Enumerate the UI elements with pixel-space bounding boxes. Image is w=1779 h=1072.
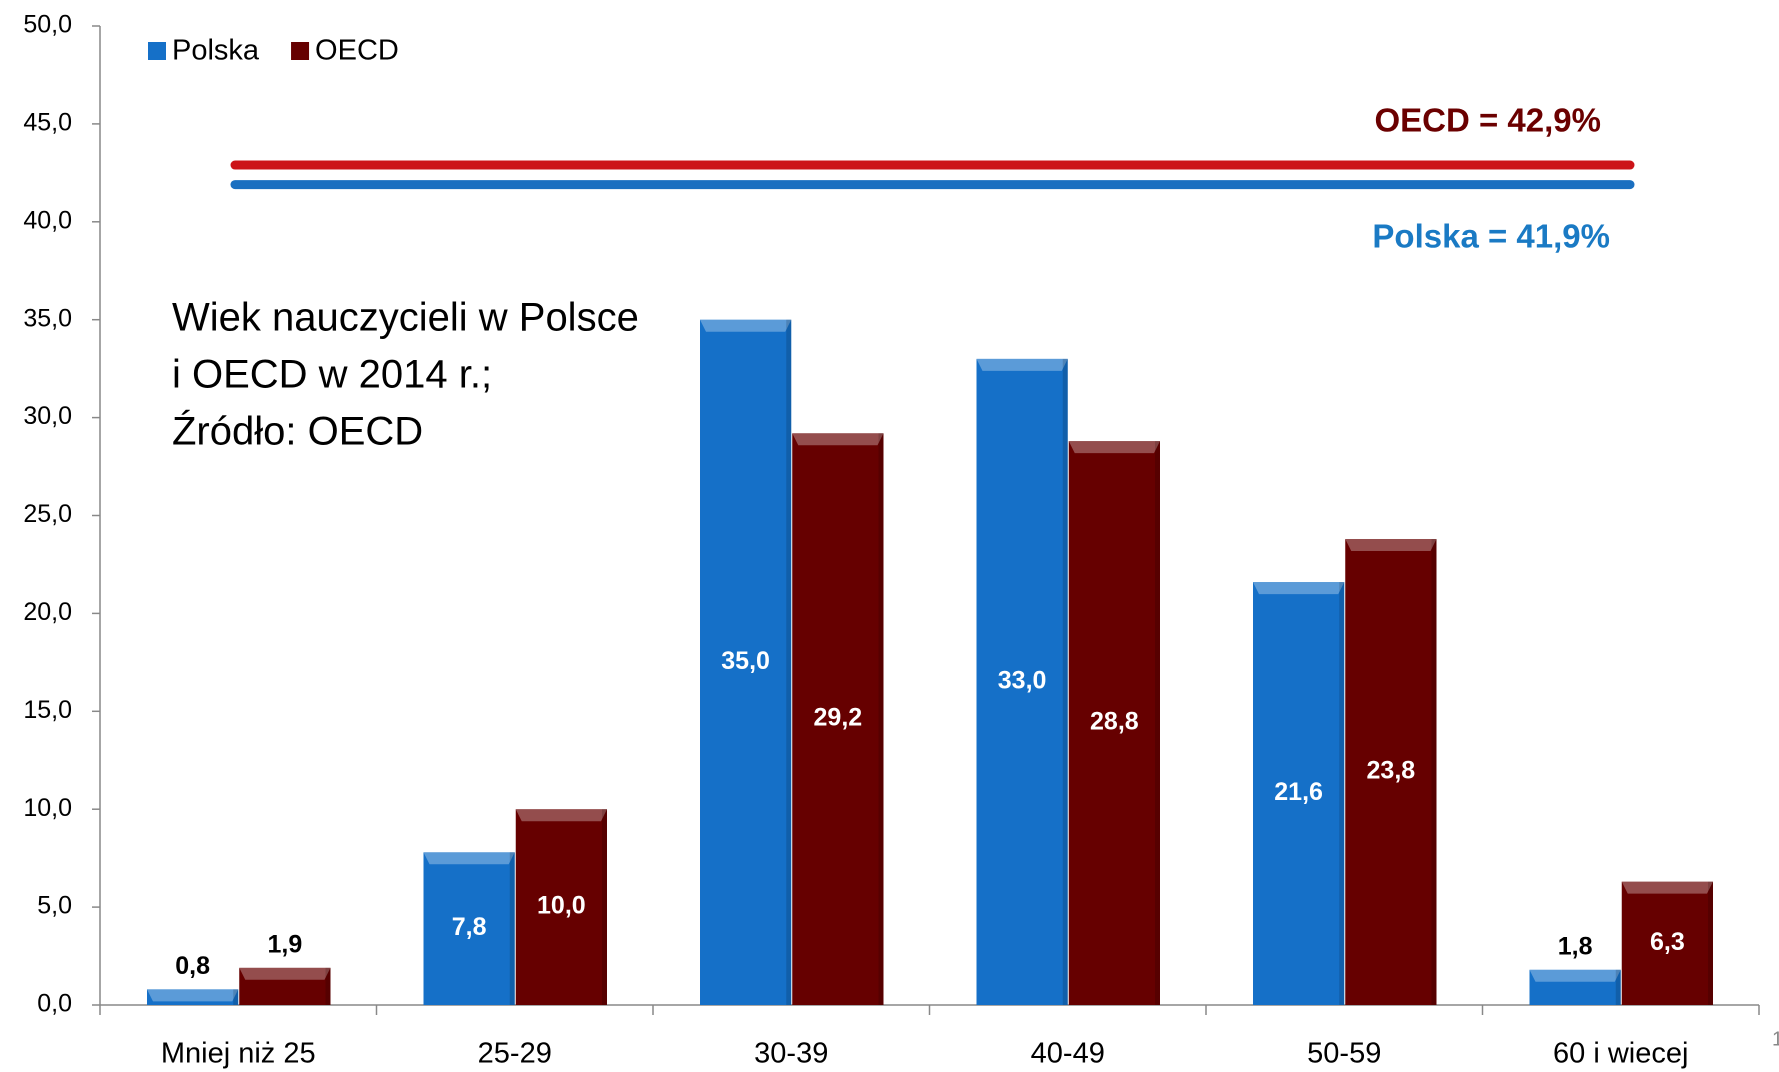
x-tick-label: 25-29: [478, 1038, 552, 1070]
y-tick-label: 15,0: [23, 696, 72, 724]
y-tick-label: 20,0: [23, 598, 72, 626]
value-label: 33,0: [998, 667, 1047, 695]
x-tick-label: 30-39: [754, 1038, 828, 1070]
bar-bevel: [1068, 441, 1160, 454]
value-label: 7,8: [452, 913, 487, 941]
reference-label: Polska = 41,9%: [1372, 218, 1610, 255]
annotation: Wiek nauczycieli w Polsce: [172, 296, 639, 340]
value-label: 28,8: [1090, 708, 1139, 736]
legend-swatch: [291, 42, 310, 60]
bar-bevel: [1621, 881, 1713, 894]
page-number: 1: [1772, 1028, 1779, 1050]
bar-shade: [325, 967, 331, 1005]
bar-bevel: [239, 967, 331, 980]
bar-bevel: [976, 358, 1068, 371]
legend-label: OECD: [315, 35, 399, 67]
bar: [1621, 881, 1713, 1005]
bar-shade: [601, 809, 607, 1005]
bar: [700, 319, 792, 1005]
y-tick-label: 25,0: [23, 500, 72, 528]
value-label: 1,9: [267, 930, 302, 958]
bar: [423, 852, 515, 1005]
bar-bevel: [792, 433, 884, 446]
y-tick-label: 35,0: [23, 304, 72, 332]
y-tick-label: 10,0: [23, 794, 72, 822]
value-label: 35,0: [721, 647, 770, 675]
bar-bevel: [1345, 538, 1437, 551]
legend-label: Polska: [172, 35, 260, 67]
bar: [976, 358, 1068, 1005]
bar: [1529, 969, 1621, 1005]
y-tick-label: 5,0: [37, 892, 72, 920]
bar: [1068, 441, 1160, 1005]
bar-bevel: [147, 989, 239, 1002]
y-tick-label: 30,0: [23, 402, 72, 430]
reference-label: OECD = 42,9%: [1374, 102, 1601, 139]
bar: [1345, 538, 1437, 1005]
bar-shade: [1062, 358, 1068, 1005]
x-tick-label: 60 i wiecej: [1553, 1038, 1688, 1070]
bar-shade: [1339, 582, 1345, 1005]
bar: [792, 433, 884, 1005]
bar: [1253, 582, 1345, 1005]
value-label: 21,6: [1274, 778, 1323, 806]
bar-shade: [233, 989, 239, 1005]
bar: [147, 989, 239, 1005]
bar-shade: [1707, 881, 1713, 1005]
bar-bevel: [700, 319, 792, 332]
bar-bevel: [1529, 969, 1621, 982]
x-tick-label: Mniej niż 25: [161, 1038, 316, 1070]
value-label: 10,0: [537, 892, 586, 920]
bar: [515, 809, 607, 1005]
x-tick-label: 40-49: [1031, 1038, 1105, 1070]
legend-swatch: [148, 42, 166, 60]
value-label: 0,8: [175, 952, 210, 980]
y-tick-label: 40,0: [23, 206, 72, 234]
bar-bevel: [423, 852, 515, 865]
bar-bevel: [1253, 582, 1345, 595]
value-label: 1,8: [1558, 932, 1593, 960]
annotation: Źródło: OECD: [172, 409, 423, 454]
value-label: 23,8: [1367, 757, 1416, 785]
bar-shade: [786, 319, 792, 1005]
annotation: i OECD w 2014 r.;: [172, 353, 492, 397]
y-tick-label: 0,0: [37, 990, 72, 1018]
bar-shade: [1431, 538, 1437, 1005]
x-tick-label: 50-59: [1307, 1038, 1381, 1070]
value-label: 6,3: [1650, 928, 1685, 956]
bar-shade: [1154, 441, 1160, 1005]
value-label: 29,2: [814, 704, 863, 732]
bar-shade: [1615, 969, 1621, 1005]
bar: [239, 967, 331, 1005]
y-tick-label: 50,0: [23, 11, 72, 39]
y-tick-label: 45,0: [23, 109, 72, 137]
bar-bevel: [515, 809, 607, 822]
bar-shade: [878, 433, 884, 1005]
bar-shade: [509, 852, 515, 1005]
